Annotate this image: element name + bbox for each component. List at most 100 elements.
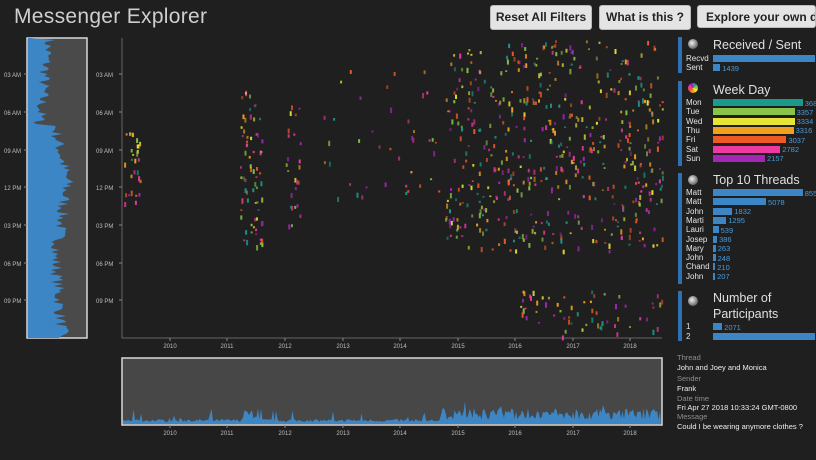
message-dot[interactable] bbox=[568, 136, 571, 141]
message-dot[interactable] bbox=[419, 184, 422, 188]
message-dot[interactable] bbox=[522, 238, 525, 242]
message-dot[interactable] bbox=[652, 329, 655, 336]
message-dot[interactable] bbox=[551, 241, 554, 245]
thread-bar[interactable] bbox=[713, 189, 803, 196]
message-dot[interactable] bbox=[524, 47, 527, 51]
message-dot[interactable] bbox=[587, 48, 590, 51]
message-dot[interactable] bbox=[515, 209, 518, 214]
message-dot[interactable] bbox=[493, 167, 496, 173]
message-dot[interactable] bbox=[297, 180, 300, 185]
message-dot[interactable] bbox=[545, 220, 548, 224]
message-dot[interactable] bbox=[520, 305, 523, 308]
message-dot[interactable] bbox=[583, 134, 586, 140]
message-dot[interactable] bbox=[575, 165, 577, 171]
message-dot[interactable] bbox=[504, 132, 507, 136]
message-dot[interactable] bbox=[639, 76, 642, 81]
message-dot[interactable] bbox=[617, 221, 619, 224]
message-dot[interactable] bbox=[523, 116, 526, 121]
message-dot[interactable] bbox=[577, 117, 580, 122]
message-dot[interactable] bbox=[535, 221, 538, 224]
message-dot[interactable] bbox=[517, 155, 520, 159]
message-dot[interactable] bbox=[555, 166, 558, 171]
message-dot[interactable] bbox=[285, 163, 288, 167]
message-dot[interactable] bbox=[545, 42, 547, 47]
message-dot[interactable] bbox=[461, 67, 464, 72]
message-dot[interactable] bbox=[623, 164, 626, 169]
timeline-histogram[interactable] bbox=[121, 357, 663, 426]
message-dot[interactable] bbox=[255, 217, 258, 221]
message-dot[interactable] bbox=[606, 72, 609, 78]
message-dot[interactable] bbox=[628, 133, 631, 138]
message-dot[interactable] bbox=[449, 209, 451, 214]
message-dot[interactable] bbox=[628, 73, 631, 76]
message-dot[interactable] bbox=[455, 198, 458, 202]
message-dot[interactable] bbox=[545, 105, 548, 109]
message-dot[interactable] bbox=[298, 165, 301, 170]
message-dot[interactable] bbox=[256, 201, 259, 204]
message-dot[interactable] bbox=[244, 178, 247, 183]
message-dot[interactable] bbox=[564, 98, 567, 101]
message-dot[interactable] bbox=[548, 72, 551, 74]
message-dot[interactable] bbox=[246, 198, 249, 203]
message-dot[interactable] bbox=[358, 139, 361, 143]
message-dot[interactable] bbox=[527, 168, 530, 173]
message-dot[interactable] bbox=[569, 232, 572, 235]
message-dot[interactable] bbox=[529, 294, 532, 299]
message-dot[interactable] bbox=[523, 138, 526, 143]
message-dot[interactable] bbox=[256, 167, 258, 171]
message-dot[interactable] bbox=[514, 228, 517, 231]
message-dot[interactable] bbox=[249, 114, 252, 120]
message-dot[interactable] bbox=[526, 97, 529, 103]
message-dot[interactable] bbox=[489, 195, 492, 198]
message-dot[interactable] bbox=[482, 196, 485, 198]
message-dot[interactable] bbox=[607, 186, 610, 191]
message-dot[interactable] bbox=[505, 215, 508, 220]
message-dot[interactable] bbox=[254, 182, 257, 187]
week-day-bar[interactable] bbox=[713, 145, 781, 153]
message-dot[interactable] bbox=[519, 99, 522, 103]
message-dot[interactable] bbox=[533, 176, 536, 182]
message-dot[interactable] bbox=[249, 94, 251, 99]
message-dot[interactable] bbox=[642, 185, 645, 188]
message-dot[interactable] bbox=[485, 140, 488, 146]
message-dot[interactable] bbox=[493, 144, 496, 149]
message-dot[interactable] bbox=[523, 65, 526, 69]
message-dot[interactable] bbox=[600, 135, 603, 138]
message-dot[interactable] bbox=[635, 197, 638, 203]
message-dot[interactable] bbox=[255, 176, 258, 178]
reset-filters-button[interactable]: Reset All Filters bbox=[490, 5, 592, 30]
message-dot[interactable] bbox=[299, 214, 302, 219]
message-dot[interactable] bbox=[253, 117, 256, 122]
message-dot[interactable] bbox=[560, 142, 563, 147]
message-dot[interactable] bbox=[636, 177, 639, 180]
message-dot[interactable] bbox=[514, 230, 517, 233]
message-dot[interactable] bbox=[598, 41, 601, 44]
message-dot[interactable] bbox=[245, 143, 248, 148]
thread-bar[interactable] bbox=[713, 244, 716, 252]
message-dot[interactable] bbox=[287, 170, 290, 172]
message-dot[interactable] bbox=[581, 117, 584, 122]
message-dot[interactable] bbox=[637, 100, 640, 102]
message-dot[interactable] bbox=[658, 136, 661, 141]
message-dot[interactable] bbox=[412, 137, 415, 143]
message-dot[interactable] bbox=[626, 59, 629, 66]
message-dot[interactable] bbox=[453, 91, 456, 95]
message-dot[interactable] bbox=[537, 322, 540, 324]
message-dot[interactable] bbox=[299, 142, 302, 146]
message-dot[interactable] bbox=[448, 218, 451, 225]
message-dot[interactable] bbox=[502, 97, 505, 102]
message-dot[interactable] bbox=[471, 122, 474, 127]
message-dot[interactable] bbox=[595, 56, 598, 61]
message-dot[interactable] bbox=[605, 46, 608, 49]
message-dot[interactable] bbox=[248, 155, 251, 159]
message-dot[interactable] bbox=[569, 68, 572, 75]
message-dot[interactable] bbox=[577, 215, 580, 219]
message-dot[interactable] bbox=[581, 146, 584, 151]
message-dot[interactable] bbox=[517, 68, 520, 72]
message-dot[interactable] bbox=[467, 107, 470, 110]
message-dot[interactable] bbox=[591, 224, 594, 230]
thread-bar[interactable] bbox=[713, 198, 767, 206]
message-dot[interactable] bbox=[652, 119, 655, 125]
message-dot[interactable] bbox=[136, 170, 139, 176]
message-dot[interactable] bbox=[566, 146, 569, 149]
